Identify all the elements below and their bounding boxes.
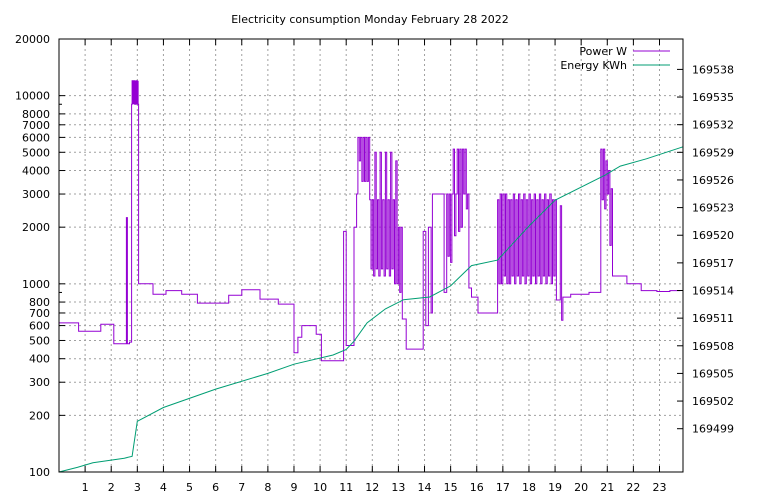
y2-tick-label: 169538	[692, 63, 734, 76]
y2-tick-label: 169523	[692, 202, 734, 215]
y2-tick-label: 169514	[692, 285, 734, 298]
legend-label-energy: Energy KWh	[560, 59, 627, 72]
y-tick-label: 500	[29, 334, 50, 347]
x-tick-label: 21	[600, 481, 614, 494]
x-tick-label: 16	[470, 481, 484, 494]
x-tick-label: 22	[626, 481, 640, 494]
chart-title: Electricity consumption Monday February …	[231, 13, 509, 26]
y-tick-label: 200	[29, 409, 50, 422]
legend-label-power: Power W	[579, 45, 627, 58]
y-tick-label: 4000	[22, 165, 50, 178]
y2-tick-label: 169502	[692, 395, 734, 408]
y-tick-label: 800	[29, 296, 50, 309]
x-tick-label: 4	[160, 481, 167, 494]
x-tick-label: 9	[290, 481, 297, 494]
y-tick-label: 300	[29, 376, 50, 389]
y2-tick-label: 169535	[692, 91, 734, 104]
y-tick-label: 5000	[22, 146, 50, 159]
legend: Power W Energy KWh	[560, 45, 670, 72]
y-tick-label: 2000	[22, 221, 50, 234]
x-tick-label: 7	[238, 481, 245, 494]
x-tick-label: 3	[134, 481, 141, 494]
y-tick-label: 100	[29, 466, 50, 479]
y2-tick-label: 169511	[692, 312, 734, 325]
x-tick-label: 15	[444, 481, 458, 494]
y-tick-label: 8000	[22, 108, 50, 121]
y-tick-label: 7000	[22, 119, 50, 132]
y-tick-label: 600	[29, 320, 50, 333]
series-layer	[58, 80, 684, 473]
x-tick-label: 19	[548, 481, 562, 494]
y2-tick-label: 169499	[692, 423, 734, 436]
y-tick-label: 10000	[15, 90, 50, 103]
x-tick-label: 2	[108, 481, 115, 494]
y-tick-label: 700	[29, 307, 50, 320]
y2-tick-label: 169505	[692, 367, 734, 380]
x-tick-label: 20	[574, 481, 588, 494]
y2-tick-label: 169529	[692, 146, 734, 159]
x-tick-label: 18	[522, 481, 536, 494]
x-tick-label: 1	[82, 481, 89, 494]
y-tick-label: 1000	[22, 278, 50, 291]
x-tick-label: 6	[212, 481, 219, 494]
x-tick-label: 10	[313, 481, 327, 494]
y2-tick-label: 169532	[692, 119, 734, 132]
axis-ticks: 1 2 3 4 5 6 7 8 9 10 11 12 13 14 15 16 17 18 19 20 21 22 23100…	[15, 33, 734, 494]
y2-tick-label: 169526	[692, 174, 734, 187]
x-tick-label: 23	[653, 481, 667, 494]
y2-tick-label: 169520	[692, 229, 734, 242]
y-tick-label: 3000	[22, 188, 50, 201]
x-tick-label: 17	[496, 481, 510, 494]
grid-lines	[59, 38, 683, 473]
y2-tick-label: 169508	[692, 340, 734, 353]
y-tick-label: 400	[29, 353, 50, 366]
x-tick-label: 5	[186, 481, 193, 494]
y-tick-label: 20000	[15, 33, 50, 46]
x-tick-label: 11	[339, 481, 353, 494]
x-tick-label: 14	[418, 481, 432, 494]
y-tick-label: 6000	[22, 131, 50, 144]
plot-frame	[58, 38, 684, 473]
x-tick-label: 12	[365, 481, 379, 494]
series-line-power	[59, 80, 681, 362]
series-line-energy	[58, 146, 684, 473]
y2-tick-label: 169517	[692, 257, 734, 270]
x-tick-label: 8	[264, 481, 271, 494]
power-spike-block	[132, 80, 139, 105]
x-tick-label: 13	[391, 481, 405, 494]
